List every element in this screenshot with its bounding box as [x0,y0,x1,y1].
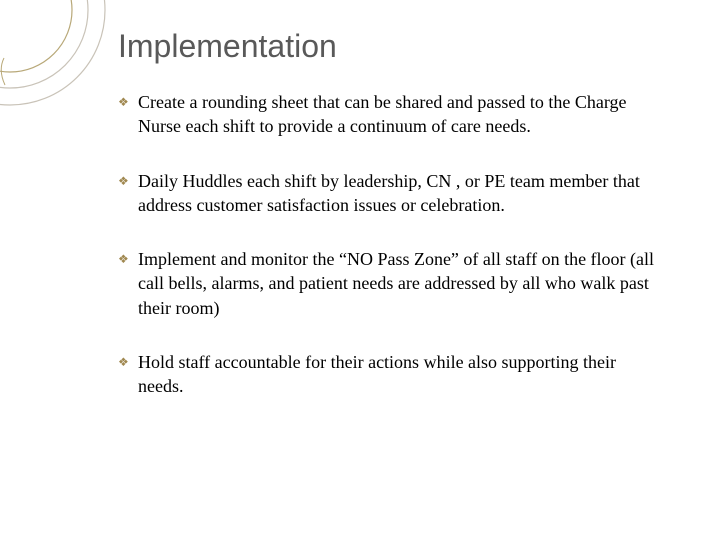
list-item: ❖ Daily Huddles each shift by leadership… [118,169,660,218]
list-item: ❖ Hold staff accountable for their actio… [118,350,660,399]
diamond-bullet-icon: ❖ [118,94,132,108]
list-item: ❖ Create a rounding sheet that can be sh… [118,90,660,139]
list-item: ❖ Implement and monitor the “NO Pass Zon… [118,247,660,320]
diamond-bullet-icon: ❖ [118,173,132,187]
bullet-text: Daily Huddles each shift by leadership, … [138,169,660,218]
bullet-list: ❖ Create a rounding sheet that can be sh… [118,90,660,429]
diamond-bullet-icon: ❖ [118,354,132,368]
slide-title: Implementation [118,28,337,65]
bullet-text: Create a rounding sheet that can be shar… [138,90,660,139]
diamond-bullet-icon: ❖ [118,251,132,265]
bullet-text: Implement and monitor the “NO Pass Zone”… [138,247,660,320]
bullet-text: Hold staff accountable for their actions… [138,350,660,399]
